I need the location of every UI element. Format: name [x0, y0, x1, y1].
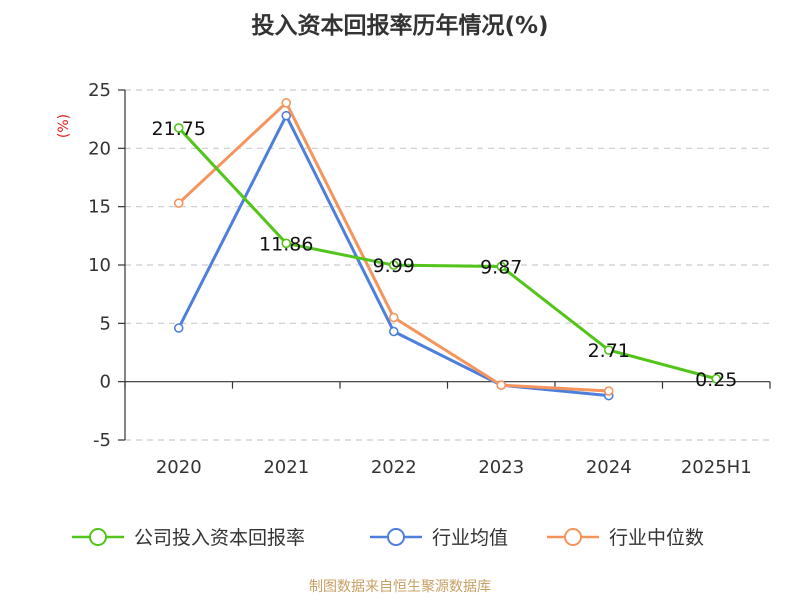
data-point [388, 260, 399, 270]
data-point [281, 110, 292, 121]
legend-label-2: 行业中位数 [609, 527, 704, 549]
x-tick-label: 2025H1 [681, 457, 752, 478]
data-label: 2.71 [588, 340, 630, 362]
x-tick-label: 2021 [263, 457, 309, 478]
x-tick-label: 2022 [371, 457, 417, 478]
data-label: 9.87 [480, 257, 522, 279]
y-tick-label: 25 [88, 80, 111, 101]
y-tick-label: 5 [100, 313, 111, 334]
data-point [603, 386, 614, 396]
chart-title: 投入资本回报率历年情况(%) [251, 13, 549, 39]
data-point [388, 312, 399, 323]
legend: 公司投入资本回报率 行业均值 行业中位数 [72, 527, 704, 549]
y-axis-unit-label: (%) [56, 114, 72, 138]
legend-label-1: 行业均值 [432, 527, 508, 549]
data-point [173, 198, 184, 208]
data-point [603, 345, 614, 355]
data-point [173, 123, 184, 133]
data-label: 0.25 [695, 369, 737, 391]
data-point [496, 261, 507, 272]
y-tick-label: -5 [93, 430, 111, 451]
legend-marker-0 [89, 528, 107, 546]
series-line-0 [177, 126, 717, 381]
series-lines [173, 98, 722, 401]
x-tick-label: 2023 [478, 457, 524, 478]
data-label: 9.99 [373, 255, 415, 277]
series-line-2 [177, 101, 609, 393]
x-tick-label: 2024 [586, 457, 632, 478]
data-point [281, 98, 292, 108]
legend-label-0: 公司投入资本回报率 [134, 527, 305, 549]
y-tick-label: 15 [88, 197, 111, 218]
data-point [173, 323, 184, 333]
data-point [711, 373, 722, 384]
legend-marker-2 [564, 528, 582, 546]
source-note: 制图数据来自恒生聚源数据库 [309, 579, 491, 595]
data-labels: 21.75 11.86 9.99 9.87 2.71 0.25 [152, 118, 738, 391]
axes: 25 20 15 10 5 0 -5 2020 2021 2022 2023 2024 2025H1 [88, 80, 771, 478]
data-point [496, 380, 507, 390]
y-tick-label: 10 [88, 255, 111, 276]
data-point [281, 238, 292, 249]
x-tick-label: 2020 [156, 457, 202, 478]
legend-marker-1 [387, 528, 405, 546]
y-tick-label: 0 [100, 372, 111, 393]
data-label: 11.86 [259, 233, 313, 255]
y-tick-label: 20 [88, 138, 111, 159]
data-label: 21.75 [152, 118, 206, 140]
data-point [388, 326, 399, 337]
